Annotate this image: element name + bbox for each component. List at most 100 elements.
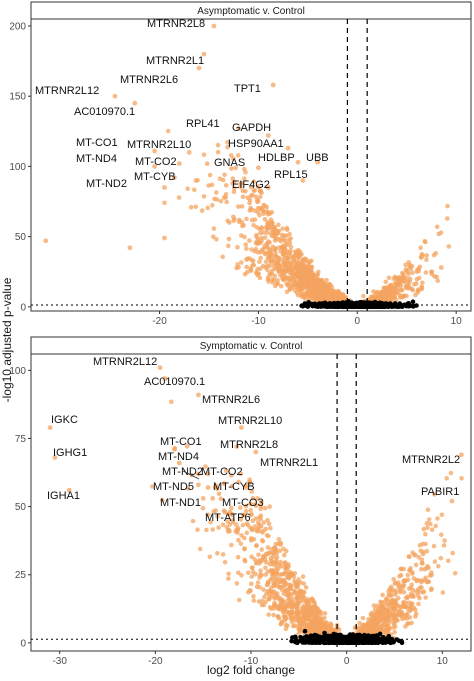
gene-point — [210, 496, 216, 501]
gene-label: AC010970.1 — [144, 376, 205, 388]
y-tick-label: 150 — [9, 92, 26, 103]
significant-point — [235, 244, 240, 250]
significant-point — [426, 579, 432, 584]
panel-strip-symptomatic: Symptomatic v. Control — [30, 336, 472, 355]
significant-point — [404, 293, 409, 299]
significant-point — [204, 527, 209, 533]
significant-point — [267, 504, 273, 509]
significant-point — [405, 572, 411, 578]
significant-point — [434, 274, 440, 280]
significant-point — [419, 255, 424, 260]
significant-point — [277, 548, 283, 553]
significant-point — [400, 583, 405, 588]
significant-point — [272, 606, 277, 611]
significant-point — [391, 598, 397, 604]
significant-point — [296, 250, 302, 256]
significant-point — [366, 617, 371, 622]
significant-point — [291, 255, 297, 261]
significant-point — [269, 576, 275, 581]
significant-point — [439, 532, 444, 538]
gene-label: TPT1 — [234, 83, 261, 95]
significant-point — [236, 597, 242, 603]
significant-point — [420, 280, 425, 286]
gene-point — [196, 471, 201, 477]
significant-point — [248, 501, 253, 507]
gene-point — [162, 185, 167, 190]
significant-point — [215, 149, 221, 155]
gene-point — [205, 485, 211, 490]
significant-point — [433, 523, 439, 529]
significant-point — [244, 485, 249, 491]
significant-point — [432, 559, 438, 564]
significant-point — [266, 521, 272, 527]
significant-point — [276, 245, 282, 250]
gene-label: MT-CO3 — [222, 497, 264, 509]
significant-point — [294, 615, 299, 620]
significant-point — [273, 574, 279, 580]
significant-point — [273, 569, 279, 574]
significant-point — [357, 620, 362, 626]
significant-point — [425, 525, 430, 530]
significant-point — [222, 172, 227, 178]
nonsignificant-point — [410, 299, 416, 305]
significant-point — [433, 251, 439, 256]
label-leader-line — [182, 470, 200, 480]
significant-point — [411, 552, 417, 557]
significant-point — [263, 526, 269, 532]
significant-point — [233, 522, 239, 527]
significant-point — [287, 569, 293, 575]
significant-point — [265, 579, 271, 585]
significant-point — [247, 588, 253, 593]
significant-point — [264, 230, 270, 236]
significant-point — [245, 195, 250, 201]
significant-point — [408, 585, 414, 590]
significant-point — [248, 512, 254, 518]
nonsignificant-point — [306, 637, 311, 643]
significant-point — [275, 604, 281, 609]
significant-point — [258, 568, 263, 573]
significant-point — [280, 597, 285, 603]
nonsignificant-point — [349, 639, 355, 644]
significant-point — [330, 627, 335, 632]
significant-point — [273, 541, 279, 547]
significant-point — [266, 533, 271, 539]
significant-point — [399, 604, 405, 609]
significant-point — [218, 198, 224, 204]
significant-point — [315, 290, 320, 295]
significant-point — [360, 615, 366, 621]
significant-point — [418, 245, 423, 250]
significant-point — [413, 562, 419, 568]
significant-point — [263, 259, 269, 265]
significant-point — [264, 551, 269, 557]
significant-point — [256, 528, 262, 534]
significant-point — [258, 513, 264, 518]
x-tick-label: 0 — [344, 656, 350, 667]
significant-point — [296, 274, 302, 280]
significant-point — [250, 496, 256, 501]
significant-point — [184, 444, 190, 449]
significant-point — [261, 230, 266, 235]
significant-point — [261, 520, 267, 525]
significant-point — [247, 477, 252, 483]
significant-point — [269, 277, 275, 282]
significant-point — [429, 527, 435, 532]
gene-label: MT-CYB — [134, 171, 176, 183]
significant-point — [413, 607, 418, 613]
significant-point — [256, 236, 261, 242]
significant-point — [257, 205, 263, 211]
significant-point — [262, 505, 268, 511]
nonsignificant-point — [377, 631, 383, 637]
significant-point — [422, 239, 428, 244]
significant-point — [414, 276, 420, 282]
significant-point — [295, 292, 301, 298]
gene-label: MT-ATP6 — [205, 512, 251, 524]
significant-point — [250, 527, 256, 533]
significant-point — [253, 503, 259, 509]
significant-point — [228, 153, 234, 158]
significant-point — [299, 614, 304, 620]
significant-point — [162, 200, 167, 206]
gene-label: MT-ND5 — [153, 481, 194, 493]
significant-point — [432, 492, 437, 497]
significant-point — [374, 616, 380, 621]
significant-point — [384, 596, 389, 602]
